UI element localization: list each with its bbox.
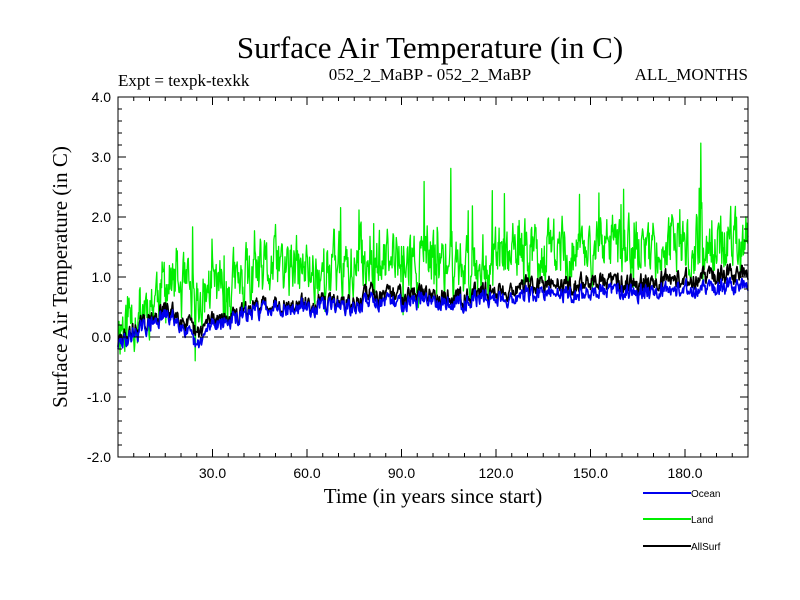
series-line-allsurf <box>117 263 749 347</box>
chart-subtitle-center: 052_2_MaBP - 052_2_MaBP <box>329 65 531 84</box>
y-tick-label: 3.0 <box>92 149 112 165</box>
legend: Ocean Land AllSurf <box>643 489 721 553</box>
chart-subtitle-left: Expt = texpk-texkk <box>118 71 250 90</box>
y-tick-label: 1.0 <box>92 269 112 285</box>
legend-label-ocean: Ocean <box>691 489 720 500</box>
legend-label-allsurf: AllSurf <box>691 542 721 553</box>
series-layer <box>117 142 749 362</box>
plot-frame <box>117 96 749 458</box>
legend-label-land: Land <box>691 515 713 526</box>
ticks-layer: 30.0 60.0 90.0 120.0 150.0 180.0 -2.0 -1.0 0.0 1.… <box>87 89 748 481</box>
series-line-land <box>117 142 749 362</box>
y-tick-label: 0.0 <box>92 329 112 345</box>
y-tick-label: -2.0 <box>87 449 111 465</box>
y-tick-label: 4.0 <box>92 89 112 105</box>
y-tick-label: 2.0 <box>92 209 112 225</box>
series-line-ocean <box>117 276 749 350</box>
y-axis-label: Surface Air Temperature (in C) <box>48 146 72 408</box>
x-tick-label: 90.0 <box>388 465 415 481</box>
x-tick-label: 120.0 <box>478 465 513 481</box>
y-tick-label: -1.0 <box>87 389 111 405</box>
x-tick-label: 60.0 <box>293 465 320 481</box>
x-axis-label: Time (in years since start) <box>324 484 543 508</box>
x-tick-label: 150.0 <box>573 465 608 481</box>
chart-subtitle-right: ALL_MONTHS <box>635 65 748 84</box>
x-tick-label: 30.0 <box>199 465 226 481</box>
x-tick-label: 180.0 <box>667 465 702 481</box>
chart-title: Surface Air Temperature (in C) <box>237 30 623 65</box>
